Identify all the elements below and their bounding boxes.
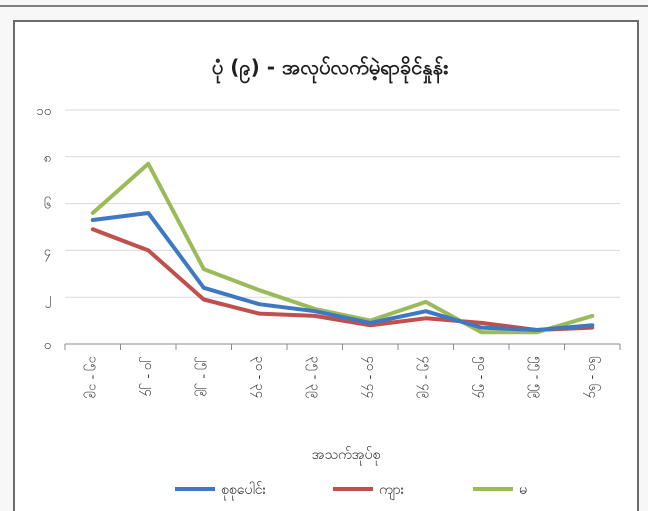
y-tick-label: ၄ [44,244,52,261]
x-tick-label: ၅၀ - ၅၄ [472,356,489,399]
y-tick-label: ၈ [44,151,51,166]
legend-label: စုစုပေါင်း [221,482,267,500]
y-tick-label: ၀ [44,338,51,353]
y-tick-label: ၆ [44,197,51,213]
x-tick-label: ၅၅ - ၅၉ [527,356,544,398]
x-axis-title: အသက်အုပ်စု [312,447,381,465]
series-line-3 [90,161,595,335]
x-tick-label: ၄၅ - ၄၉ [416,356,433,398]
x-tick-label: ၆၀ - ၆၄ [583,356,601,399]
x-tick-label: ၂၀ - ၂၄ [139,356,156,397]
top-rule [0,5,648,7]
x-tick-label: ၃၀ - ၃၄ [250,356,267,399]
x-tick-label: ၃၅ - ၃၉ [305,356,322,398]
chart-title: ပုံ (၉) - အလုပ်လက်မဲ့ရာခိုင်နှုန်း [212,55,448,84]
legend-label: မ [519,482,527,498]
series-line-2 [90,227,595,332]
legend-label: ကျား [379,482,405,500]
y-tick-label: ၂ [45,291,51,308]
x-tick-labels: ၁၅ - ၁၉ ၂၀ - ၂၄ ၂၅ - ၂၉ ၃၀ - ၃၄ ၃၅ - ၃၉ ၄၀ - … [83,356,601,399]
x-tick-label: ၂၅ - ၂၉ [194,356,211,396]
y-tick-label: ၁၀ [36,104,51,119]
line-chart: ပုံ (၉) - အလုပ်လက်မဲ့ရာခိုင်နှုန်း ၀ ၂ ၄ ၆ ၈… [36,55,621,500]
grid-layer [64,109,621,350]
y-tick-labels: ၀ ၂ ၄ ၆ ၈ ၁၀ [36,104,51,353]
series-line-1 [90,211,595,332]
x-tick-label: ၁၅ - ၁၉ [83,356,100,398]
x-tick-label: ၄၀ - ၄၄ [361,356,378,399]
legend: စုစုပေါင်း ကျား မ [175,482,527,500]
series-layer [90,161,595,335]
chart-frame: ပုံ (၉) - အလုပ်လက်မဲ့ရာခိုင်နှုန်း ၀ ၂ ၄ ၆ ၈… [13,20,639,511]
